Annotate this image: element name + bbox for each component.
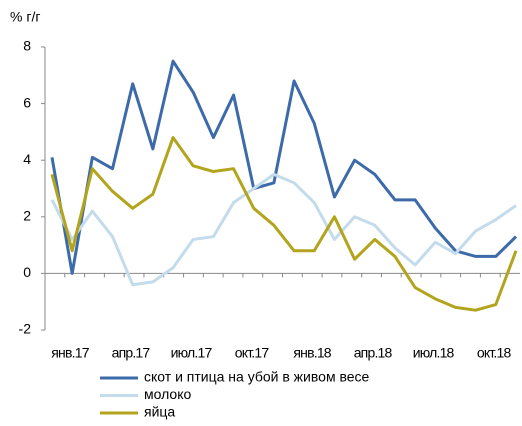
- legend-label: молоко: [144, 386, 191, 402]
- x-tick-label: окт.18: [477, 345, 512, 361]
- x-tick-label: янв.17: [51, 345, 89, 361]
- x-tick-label: янв.18: [293, 345, 331, 361]
- x-tick-label: апр.18: [354, 345, 393, 361]
- y-tick-label: 8: [23, 38, 31, 54]
- x-tick-label: апр.17: [112, 345, 151, 361]
- y-tick-label: 2: [23, 208, 31, 224]
- y-tick-label: -2: [19, 321, 32, 337]
- x-tick-label: окт.17: [235, 345, 270, 361]
- series-line: [50, 136, 518, 312]
- y-axis-label: % г/г: [10, 9, 40, 25]
- legend-label: яйца: [144, 404, 175, 420]
- legend-label: скот и птица на убой в живом весе: [144, 369, 370, 385]
- x-tick-label: июл.18: [413, 345, 455, 361]
- x-tick-label: июл.17: [171, 345, 213, 361]
- y-tick-label: 6: [23, 94, 31, 110]
- y-tick-label: 4: [23, 151, 31, 167]
- series-line: [50, 172, 517, 287]
- series-line: [50, 59, 518, 275]
- y-tick-label: 0: [23, 264, 31, 280]
